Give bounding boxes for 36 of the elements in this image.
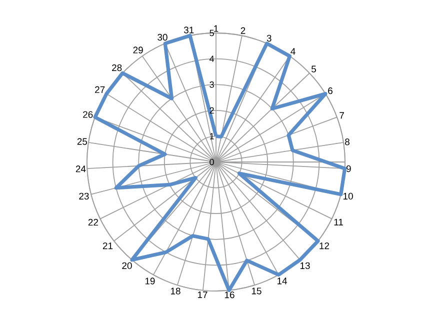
y-tick-label: 2 [210,107,214,114]
spoke-label: 16 [224,291,234,298]
y-tick-label: 0 [210,158,214,166]
spoke-label: 31 [184,26,194,34]
spoke-label: 3 [266,34,272,42]
spoke-label: 27 [95,86,105,93]
spoke-label: 26 [83,111,93,118]
spoke-label: 7 [340,112,344,119]
y-tick-label: 5 [210,30,214,36]
spoke-label: 24 [76,166,86,172]
spoke-label: 23 [79,192,89,200]
y-tick-label: 3 [210,81,214,88]
spoke-label: 4 [290,48,296,55]
spoke-label: 12 [320,242,330,250]
spoke-label: 2 [240,27,246,34]
spoke-label: 13 [300,262,310,270]
spoke-label: 20 [122,262,132,270]
spoke-label: 9 [346,165,351,172]
spoke-label: 30 [158,34,168,41]
y-tick-label: 4 [210,56,214,62]
spoke-label: 18 [170,288,180,294]
spoke-label: 21 [102,242,113,250]
spoke-label: 11 [334,218,343,226]
spoke-label: 28 [112,64,122,72]
spoke-label: 5 [312,66,316,72]
spoke-label: 6 [328,87,332,94]
spoke-label: 14 [277,278,287,284]
spoke-label: 17 [198,291,208,298]
spoke-label: 15 [252,288,262,294]
spoke-label: 25 [77,138,88,145]
y-tick-label: 1 [210,133,214,140]
spoke-label: 29 [133,46,143,54]
spoke-label: 22 [88,218,98,226]
spoke-label: 10 [343,192,353,200]
spoke-label: 8 [345,138,350,146]
spoke-label: 19 [145,278,155,284]
